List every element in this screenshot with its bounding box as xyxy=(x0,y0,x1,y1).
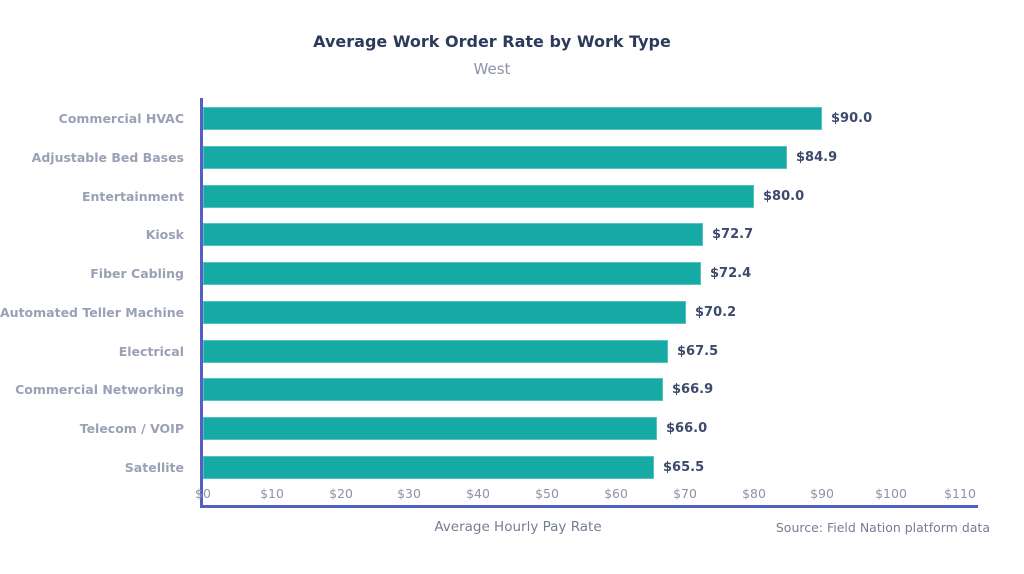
bar xyxy=(203,378,663,401)
x-tick-label: $30 xyxy=(397,486,421,501)
value-label: $70.2 xyxy=(695,305,737,320)
x-tick-label: $40 xyxy=(466,486,490,501)
source-attribution: Source: Field Nation platform data xyxy=(775,520,990,535)
x-tick-label: $20 xyxy=(329,486,353,501)
value-label: $90.0 xyxy=(831,111,873,126)
category-label: Automated Teller Machine xyxy=(0,305,185,320)
y-axis-line xyxy=(200,98,203,508)
category-label: Commercial HVAC xyxy=(58,111,184,126)
value-label: $72.7 xyxy=(712,227,754,242)
bar xyxy=(203,340,668,363)
x-tick-label: $0 xyxy=(195,486,211,501)
bar xyxy=(203,417,657,440)
bar xyxy=(203,223,703,246)
category-label: Satellite xyxy=(124,460,184,475)
category-label: Entertainment xyxy=(81,189,184,204)
x-tick-label: $80 xyxy=(742,486,766,501)
bar xyxy=(203,301,686,324)
category-label: Fiber Cabling xyxy=(90,266,184,281)
bar xyxy=(203,456,654,479)
category-label: Adjustable Bed Bases xyxy=(31,150,184,165)
bar xyxy=(203,262,701,285)
category-label: Commercial Networking xyxy=(15,382,184,397)
value-label: $66.9 xyxy=(672,382,714,397)
bar xyxy=(203,146,787,169)
value-label: $72.4 xyxy=(710,266,752,281)
x-tick-label: $90 xyxy=(810,486,834,501)
chart-title: Average Work Order Rate by Work Type xyxy=(313,32,671,51)
value-label: $65.5 xyxy=(663,460,705,475)
bar xyxy=(203,185,754,208)
x-axis-title: Average Hourly Pay Rate xyxy=(434,519,602,535)
value-label: $80.0 xyxy=(763,189,805,204)
value-label: $84.9 xyxy=(796,150,838,165)
category-label: Telecom / VOIP xyxy=(79,421,184,436)
x-tick-label: $110 xyxy=(944,486,976,501)
x-tick-label: $50 xyxy=(535,486,559,501)
chart-subtitle: West xyxy=(473,60,511,78)
x-tick-label: $10 xyxy=(260,486,284,501)
x-axis-line xyxy=(200,505,978,508)
category-label: Kiosk xyxy=(145,227,184,242)
x-tick-label: $70 xyxy=(673,486,697,501)
value-label: $66.0 xyxy=(666,421,708,436)
value-label: $67.5 xyxy=(677,344,719,359)
category-label: Electrical xyxy=(118,344,184,359)
x-tick-label: $60 xyxy=(604,486,628,501)
x-tick-label: $100 xyxy=(875,486,907,501)
bar xyxy=(203,107,822,130)
